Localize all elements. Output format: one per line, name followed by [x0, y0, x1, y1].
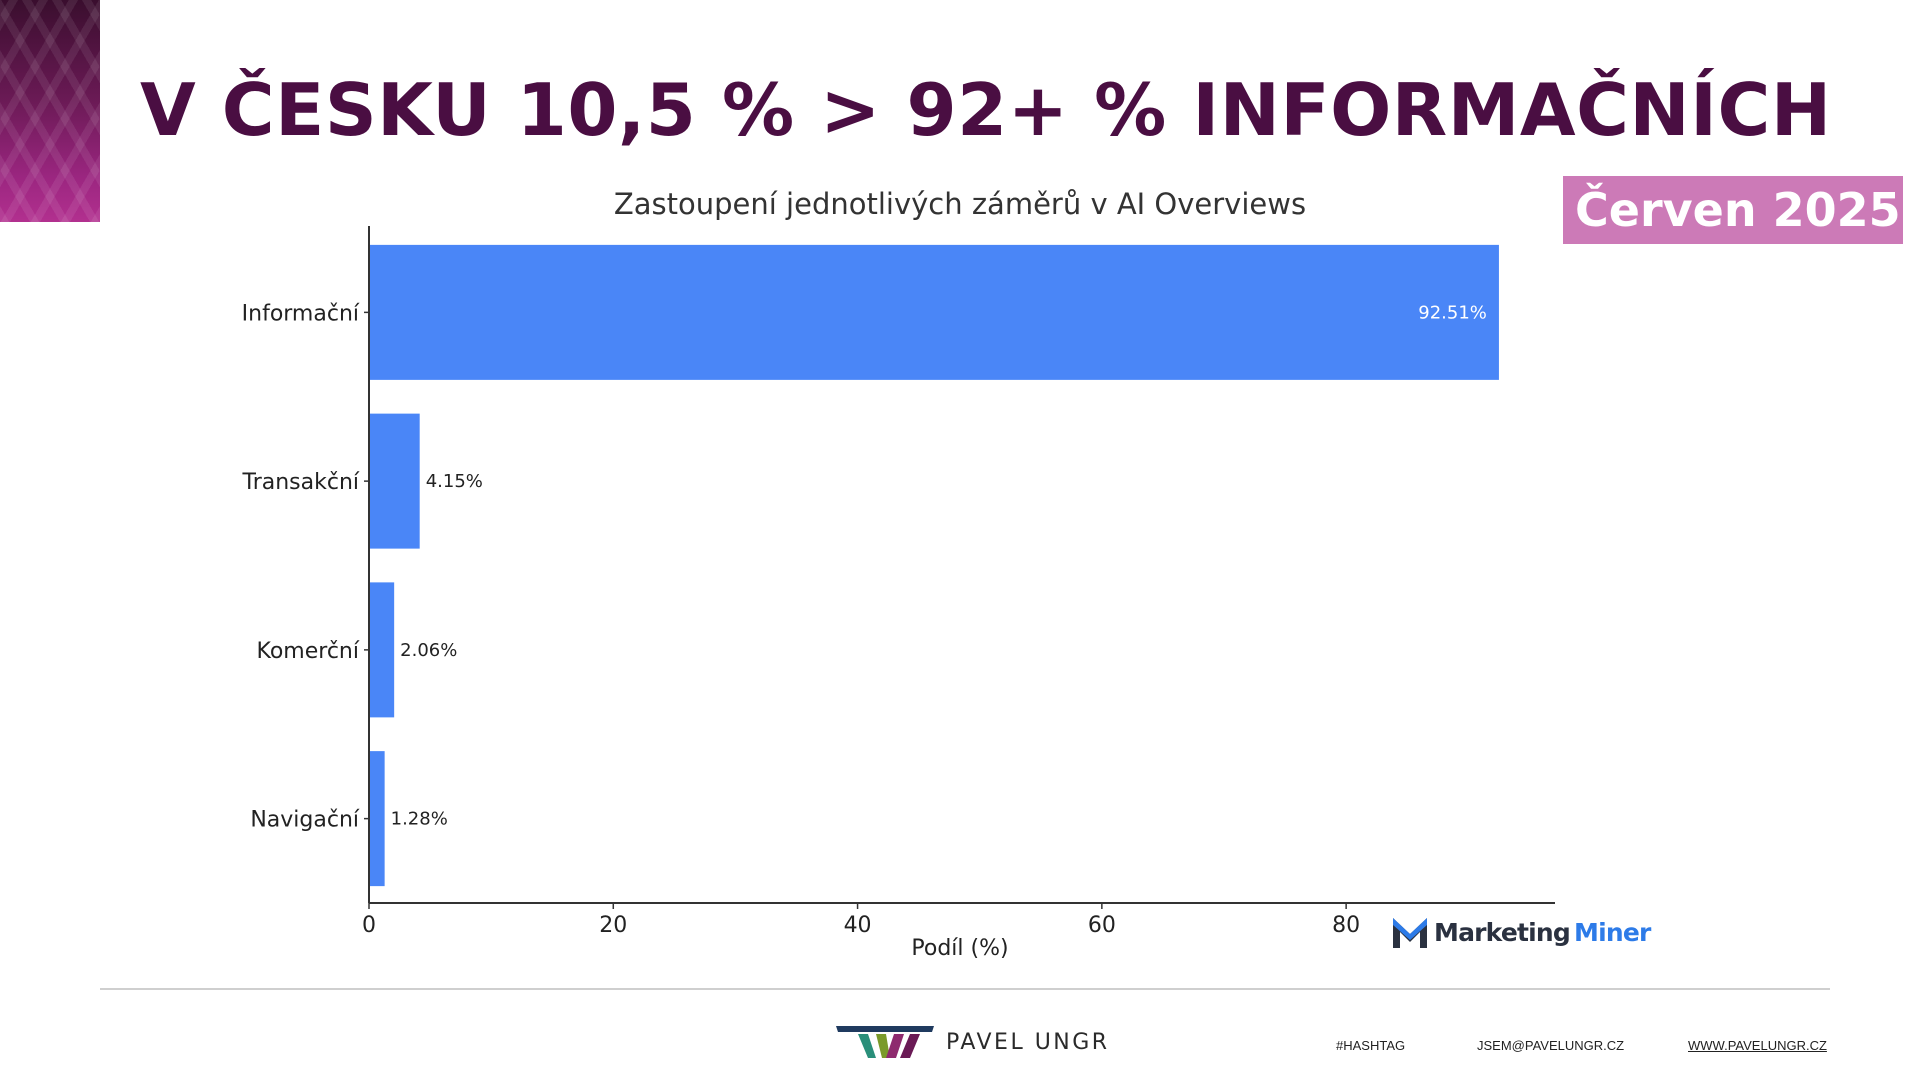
y-tick-label-2: Komerční	[257, 639, 360, 664]
pavel-ungr-logo: PAVEL UNGR	[836, 1024, 1110, 1060]
footer-hashtag: #HASHTAG	[1336, 1038, 1406, 1053]
x-tick-label-4: 80	[1332, 913, 1360, 938]
footer-website-link[interactable]: WWW.PAVELUNGR.CZ	[1688, 1038, 1827, 1053]
data-label-0: 92.51%	[1418, 302, 1487, 323]
y-tick-label-0: Informační	[242, 301, 360, 326]
bar-3	[369, 751, 385, 887]
data-label-1: 4.15%	[426, 471, 483, 492]
x-tick-label-2: 40	[844, 913, 872, 938]
data-label-2: 2.06%	[400, 640, 457, 661]
marketing-miner-logo: Marketing Miner	[1390, 908, 1651, 956]
x-tick-label-0: 0	[362, 913, 376, 938]
y-tick-label-3: Navigační	[250, 808, 360, 833]
corner-pattern-decoration	[0, 0, 100, 222]
footer-divider	[100, 988, 1830, 990]
marketing-miner-wordmark-marketing: Marketing	[1434, 917, 1571, 947]
footer-email-link[interactable]: JSEM@PAVELUNGR.CZ	[1477, 1038, 1625, 1053]
x-tick-label-1: 20	[599, 913, 627, 938]
date-badge: Červen 2025	[1563, 176, 1903, 244]
x-tick-label-3: 60	[1088, 913, 1116, 938]
bar-0	[369, 244, 1499, 380]
slide-title: V ČESKU 10,5 % > 92+ % INFORMAČNÍCH	[140, 68, 1832, 152]
x-axis-label: Podíl (%)	[911, 936, 1008, 961]
marketing-miner-wordmark-miner: Miner	[1574, 917, 1651, 947]
data-label-3: 1.28%	[391, 809, 448, 830]
chart-title: Zastoupení jednotlivých záměrů v AI Over…	[614, 187, 1306, 221]
pavel-ungr-mark-icon	[836, 1026, 934, 1058]
y-tick-label-1: Transakční	[241, 470, 359, 495]
bar-2	[369, 582, 395, 718]
marketing-miner-icon	[1393, 918, 1427, 948]
bar-1	[369, 413, 420, 549]
author-name: PAVEL UNGR	[946, 1029, 1110, 1055]
